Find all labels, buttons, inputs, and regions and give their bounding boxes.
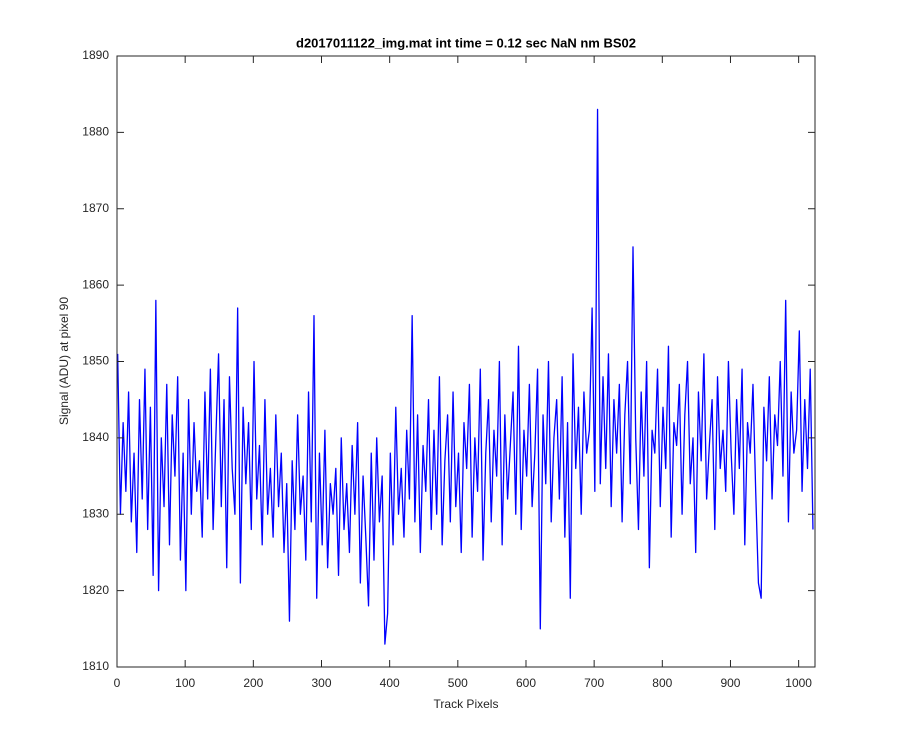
data-line xyxy=(117,108,814,645)
x-tick-label: 400 xyxy=(380,676,400,690)
x-tick-label: 0 xyxy=(114,676,121,690)
x-tick-label: 1000 xyxy=(785,676,812,690)
x-tick-label: 900 xyxy=(720,676,740,690)
y-tick-label: 1870 xyxy=(82,201,109,215)
y-tick-label: 1850 xyxy=(82,354,109,368)
x-tick-label: 100 xyxy=(175,676,195,690)
chart-title: d2017011122_img.mat int time = 0.12 sec … xyxy=(296,35,636,50)
x-axis-label: Track Pixels xyxy=(434,697,499,711)
x-tick-label: 200 xyxy=(243,676,263,690)
y-tick-label: 1880 xyxy=(82,125,109,139)
x-tick-label: 800 xyxy=(652,676,672,690)
y-tick-label: 1840 xyxy=(82,430,109,444)
y-tick-label: 1830 xyxy=(82,506,109,520)
x-tick-label: 700 xyxy=(584,676,604,690)
y-tick-label: 1890 xyxy=(82,48,109,62)
x-tick-label: 600 xyxy=(516,676,536,690)
x-tick-label: 500 xyxy=(448,676,468,690)
x-tick-label: 300 xyxy=(311,676,331,690)
y-tick-label: 1860 xyxy=(82,277,109,291)
y-tick-label: 1820 xyxy=(82,583,109,597)
y-tick-label: 1810 xyxy=(82,659,109,673)
y-axis-label: Signal (ADU) at pixel 90 xyxy=(57,297,71,425)
